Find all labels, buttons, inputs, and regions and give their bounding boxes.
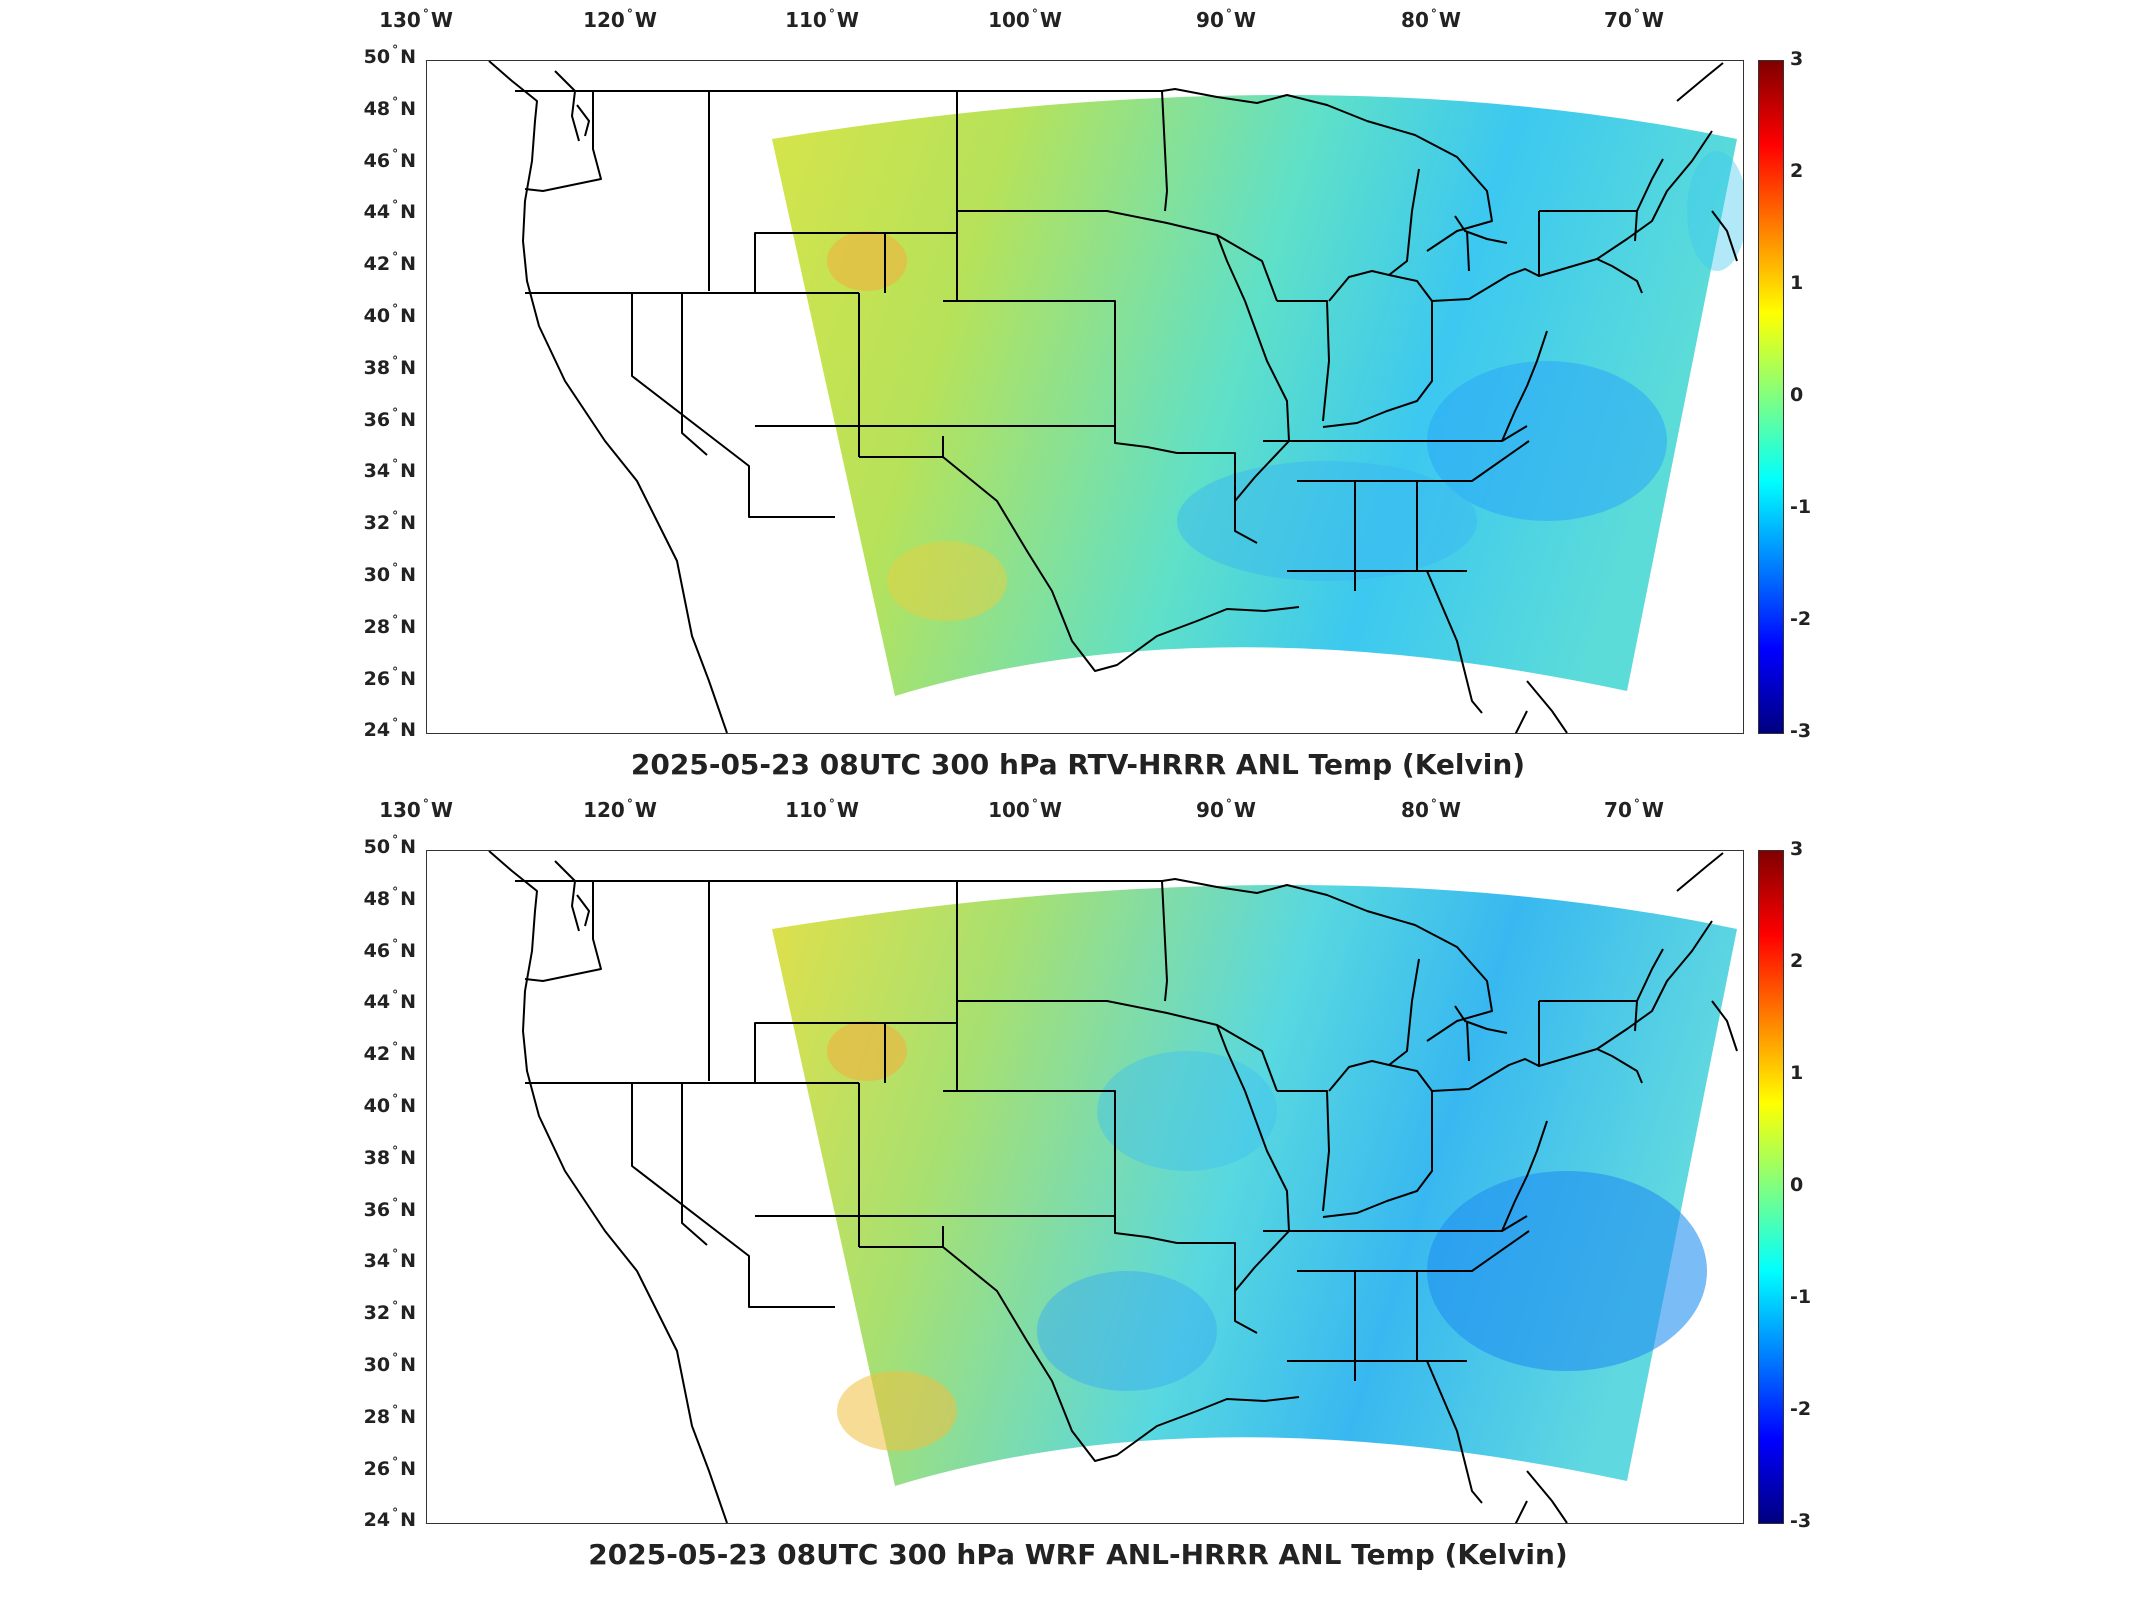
colorbar-tick-label: -1 [1790,496,1812,518]
colorbar-tick-label: 3 [1790,48,1804,70]
field-anomaly [1427,1171,1707,1371]
colorbar [1758,850,1784,1524]
field-anomaly [887,541,1007,621]
map-panel-top: 130 ° W 120 ° W 110 ° W 100 ° W 90 ° W 80 ° W 70 ° W 50 ° N 48 °… [363,7,1812,781]
latitude-tick-label: 48 ° N [363,94,416,120]
longitude-tick-label: 100 ° W [988,7,1062,32]
latitude-tick-label: 38 ° N [363,1143,416,1169]
latitude-tick-label: 48 ° N [363,884,416,910]
field-anomaly [837,1371,957,1451]
map-title: 2025-05-23 08UTC 300 hPa WRF ANL-HRRR AN… [588,1538,1568,1571]
colorbar-tick-label: 2 [1790,950,1804,972]
colorbar-tick-label: 1 [1790,1062,1804,1084]
longitude-tick-label: 120 ° W [583,7,657,32]
latitude-tick-label: 26 ° N [363,1454,416,1480]
colorbar [1758,60,1784,734]
longitude-tick-label: 120 ° W [583,797,657,822]
field-anomaly [827,231,907,291]
longitude-tick-label: 70 ° W [1604,7,1664,32]
field-anomaly [1097,1051,1277,1171]
map-title: 2025-05-23 08UTC 300 hPa RTV-HRRR ANL Te… [630,748,1526,781]
latitude-tick-label: 34 ° N [363,1247,416,1273]
longitude-tick-label: 110 ° W [785,797,859,822]
colorbar-tick-label: -1 [1790,1286,1812,1308]
latitude-tick-label: 24 ° N [363,716,416,742]
latitude-tick-label: 40 ° N [363,302,416,327]
longitude-tick-label: 130 ° W [379,797,453,822]
latitude-tick-label: 36 ° N [363,1195,416,1221]
latitude-tick-label: 24 ° N [363,1506,416,1532]
temperature-difference-field [772,95,1737,696]
latitude-tick-label: 28 ° N [363,612,416,638]
latitude-tick-label: 50 ° N [363,833,416,858]
field-anomaly [827,1021,907,1081]
field-anomaly [1177,461,1477,581]
latitude-tick-label: 36 ° N [363,405,416,431]
longitude-tick-label: 90 ° W [1196,797,1256,822]
latitude-tick-label: 46 ° N [363,936,416,962]
map-plot [426,60,1744,734]
longitude-tick-label: 70 ° W [1604,797,1664,822]
latitude-tick-label: 42 ° N [363,250,416,276]
longitude-tick-label: 80 ° W [1401,797,1461,822]
longitude-tick-label: 90 ° W [1196,7,1256,32]
colorbar-tick-label: 0 [1790,1174,1804,1196]
latitude-tick-label: 30 ° N [363,561,416,586]
latitude-tick-label: 40 ° N [363,1092,416,1117]
colorbar-tick-label: -2 [1790,1398,1812,1420]
field-anomaly [1687,151,1743,271]
state-boundaries [488,61,1738,733]
latitude-tick-label: 38 ° N [363,353,416,379]
colorbar-tick-label: 2 [1790,160,1804,182]
longitude-tick-label: 100 ° W [988,797,1062,822]
colorbar-tick-label: -3 [1790,720,1812,742]
field-anomaly [1037,1271,1217,1391]
map-panel-bottom: 130 ° W 120 ° W 110 ° W 100 ° W 90 ° W 80 ° W 70 ° W 50 ° N 48 °… [0,790,2133,1590]
latitude-tick-label: 34 ° N [363,457,416,483]
longitude-tick-label: 80 ° W [1401,7,1461,32]
colorbar-tick-label: 0 [1790,384,1804,406]
latitude-tick-label: 30 ° N [363,1351,416,1376]
latitude-tick-label: 44 ° N [363,198,416,224]
colorbar-tick-label: 1 [1790,272,1804,294]
field-anomaly [1427,361,1667,521]
latitude-tick-label: 50 ° N [363,43,416,68]
longitude-tick-label: 110 ° W [785,7,859,32]
latitude-tick-label: 28 ° N [363,1402,416,1428]
latitude-tick-label: 32 ° N [363,509,416,535]
latitude-tick-label: 44 ° N [363,988,416,1014]
latitude-tick-label: 26 ° N [363,664,416,690]
colorbar-tick-label: -2 [1790,608,1812,630]
map-plot [426,850,1744,1524]
latitude-tick-label: 32 ° N [363,1299,416,1325]
longitude-tick-label: 130 ° W [379,7,453,32]
latitude-tick-label: 42 ° N [363,1040,416,1066]
latitude-tick-label: 46 ° N [363,146,416,172]
colorbar-tick-label: 3 [1790,838,1804,860]
state-boundaries [488,851,1738,1523]
colorbar-tick-label: -3 [1790,1510,1812,1532]
